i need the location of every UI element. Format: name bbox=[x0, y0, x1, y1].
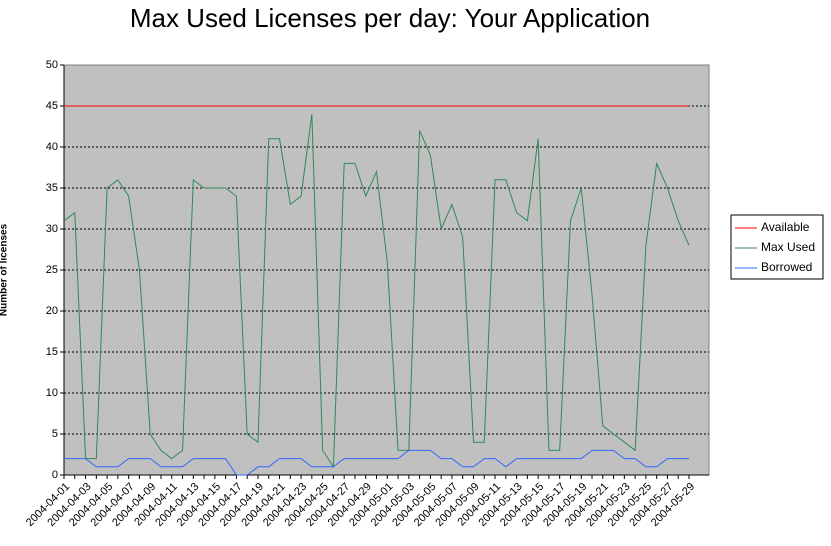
y-tick-label: 45 bbox=[46, 100, 58, 112]
chart-title: Max Used Licenses per day: Your Applicat… bbox=[130, 3, 650, 33]
legend-label: Available bbox=[761, 220, 810, 234]
y-tick-label: 40 bbox=[46, 141, 58, 153]
y-tick-label: 20 bbox=[46, 305, 58, 317]
y-tick-label: 35 bbox=[46, 182, 58, 194]
y-tick-label: 15 bbox=[46, 346, 58, 358]
y-tick-label: 25 bbox=[46, 264, 58, 276]
y-tick-label: 0 bbox=[52, 469, 58, 481]
legend-label: Borrowed bbox=[761, 260, 812, 274]
series-line bbox=[63, 114, 690, 469]
series-line bbox=[64, 449, 689, 476]
y-tick-label: 10 bbox=[46, 387, 58, 399]
y-tick-label: 30 bbox=[46, 223, 58, 235]
y-axis-label: Number of licenses bbox=[0, 223, 10, 316]
y-tick-label: 5 bbox=[52, 428, 58, 440]
legend-label: Max Used bbox=[761, 240, 815, 254]
y-tick-label: 50 bbox=[46, 59, 58, 71]
